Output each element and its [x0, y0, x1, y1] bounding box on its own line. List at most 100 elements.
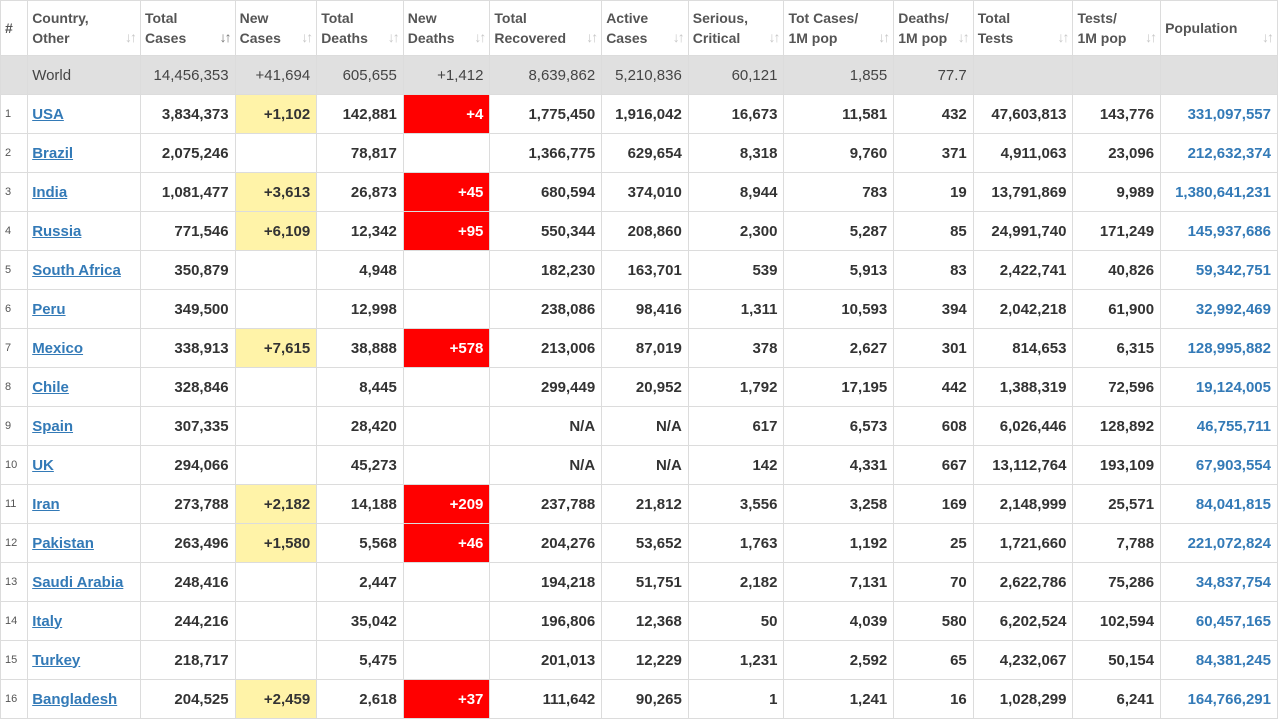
column-header-new-cases[interactable]: New Cases ↓↑: [234, 0, 318, 56]
sort-arrows-icon[interactable]: ↓↑: [878, 29, 890, 45]
cell-population: 145,937,686: [1160, 211, 1278, 251]
country-link[interactable]: Saudi Arabia: [32, 573, 124, 591]
sort-desc-active-icon[interactable]: ↓↑: [219, 29, 232, 45]
country-link[interactable]: UK: [32, 456, 54, 474]
rank-cell: 8: [0, 367, 29, 407]
rank-cell: 15: [0, 640, 29, 680]
sort-arrows-icon[interactable]: ↓↑: [586, 29, 598, 45]
column-header-total-recovered[interactable]: Total Recovered ↓↑: [489, 0, 603, 56]
country-link[interactable]: Turkey: [32, 651, 81, 669]
sort-arrows-icon[interactable]: ↓↑: [672, 29, 685, 45]
country-cell: Turkey: [27, 640, 141, 680]
sort-arrows-icon[interactable]: ↓↑: [387, 29, 400, 45]
cell-deaths-per-1m: 83: [893, 250, 974, 290]
sort-arrows-icon[interactable]: ↓↑: [1145, 29, 1157, 45]
table-row: 6 Peru 349,500 12,998 238,086 98,416 1,311 10,5…: [0, 289, 1278, 329]
country-link[interactable]: Brazil: [32, 144, 74, 162]
column-header-country[interactable]: Country, Other ↓↑: [27, 0, 141, 56]
cell-new-deaths: +46: [402, 523, 491, 563]
cell-total-recovered: 238,086: [489, 289, 603, 329]
cell-tests-per-1m: 9,989: [1072, 172, 1162, 212]
cell-total-recovered: 680,594: [489, 172, 603, 212]
column-header-label: New: [407, 10, 437, 26]
cell-serious: 1,311: [687, 289, 785, 329]
sort-arrows-icon[interactable]: ↓↑: [768, 29, 780, 45]
cell-active-cases: 374,010: [601, 172, 689, 212]
country-link[interactable]: Chile: [32, 378, 69, 396]
cell-new-cases: [234, 601, 318, 641]
cell-total-recovered: 550,344: [489, 211, 603, 251]
rank-cell: 12: [0, 523, 29, 563]
column-header-label: #: [5, 20, 13, 36]
column-header-total-tests[interactable]: Total Tests ↓↑: [972, 0, 1074, 56]
table-row: 2 Brazil 2,075,246 78,817 1,366,775 629,654 8,…: [0, 133, 1278, 173]
column-header-cases-per-1m[interactable]: Tot Cases/1M pop ↓↑: [783, 0, 895, 56]
cell-active-cases: 12,229: [601, 640, 689, 680]
country-cell: Brazil: [27, 133, 141, 173]
cell-active-cases: N/A: [601, 406, 689, 446]
country-link[interactable]: Iran: [32, 495, 60, 513]
country-link[interactable]: Bangladesh: [32, 690, 118, 708]
country-link[interactable]: USA: [32, 105, 64, 123]
sort-arrows-icon[interactable]: ↓↑: [474, 29, 486, 45]
column-header-label: 1M pop: [1077, 30, 1127, 46]
sort-arrows-icon[interactable]: ↓↑: [1057, 29, 1069, 45]
country-cell: Bangladesh: [27, 679, 141, 719]
cell-population: 19,124,005: [1160, 367, 1278, 407]
cell-total-tests: 1,388,319: [972, 367, 1074, 407]
cell-total-cases: 771,546: [139, 211, 236, 251]
cell-serious: 3,556: [687, 484, 785, 524]
cell-cases-per-1m: 9,760: [783, 133, 895, 173]
column-header-serious-critical[interactable]: Serious, Critical ↓↑: [687, 0, 785, 56]
cell-total-recovered: N/A: [489, 445, 603, 485]
table-body: World 14,456,353 +41,694 605,655 +1,412 8,639…: [0, 55, 1278, 719]
cell-active-cases: 1,916,042: [601, 94, 689, 134]
column-header-label: Serious,: [692, 10, 749, 26]
cell-new-cases: +1,580: [234, 523, 318, 563]
column-header-new-deaths[interactable]: New Deaths ↓↑: [402, 0, 491, 56]
cell-active-cases: 53,652: [601, 523, 689, 563]
country-link[interactable]: Mexico: [32, 339, 84, 357]
column-header-tests-per-1m[interactable]: Tests/1M pop ↓↑: [1072, 0, 1162, 56]
sort-arrows-icon[interactable]: ↓↑: [124, 29, 137, 45]
country-link[interactable]: South Africa: [32, 261, 121, 279]
rank-cell: 9: [0, 406, 29, 446]
country-link[interactable]: India: [32, 183, 68, 201]
column-header-deaths-per-1m[interactable]: Deaths/1M pop ↓↑: [893, 0, 974, 56]
cell-total-recovered: 111,642: [489, 679, 603, 719]
country-link[interactable]: Russia: [32, 222, 82, 240]
cell-cases-per-1m: 6,573: [783, 406, 895, 446]
cell-cases-per-1m: 10,593: [783, 289, 895, 329]
column-header-label: Other: [32, 30, 70, 46]
sort-arrows-icon[interactable]: ↓↑: [1262, 29, 1274, 45]
column-header-total-deaths[interactable]: Total Deaths ↓↑: [316, 0, 404, 56]
cell-total-tests: 13,112,764: [972, 445, 1074, 485]
cell-tests-per-1m: 128,892: [1072, 406, 1162, 446]
cell-new-cases: +1,102: [234, 94, 318, 134]
cell-total-cases: 273,788: [139, 484, 236, 524]
sort-arrows-icon[interactable]: ↓↑: [957, 29, 970, 45]
cell-serious: 1: [687, 679, 785, 719]
rank-cell: 6: [0, 289, 29, 329]
cell-new-cases: [234, 133, 318, 173]
column-header-label: Total: [144, 10, 178, 26]
country-link[interactable]: Italy: [32, 612, 63, 630]
cell-tests-per-1m: 61,900: [1072, 289, 1162, 329]
cell-total-recovered: 1,775,450: [489, 94, 603, 134]
country-cell: Pakistan: [27, 523, 141, 563]
column-header-population[interactable]: Population ↓↑: [1160, 0, 1278, 56]
country-link[interactable]: Pakistan: [32, 534, 94, 552]
cell-total-cases: 244,216: [139, 601, 236, 641]
country-link[interactable]: Spain: [32, 417, 74, 435]
country-link[interactable]: Peru: [32, 300, 66, 318]
column-header-active-cases[interactable]: Active Cases ↓↑: [601, 0, 689, 56]
cell-total-recovered: 204,276: [489, 523, 603, 563]
country-cell: Mexico: [27, 328, 141, 368]
cell-total-recovered: 194,218: [489, 562, 603, 602]
column-header-total-cases[interactable]: Total Cases ↓↑: [139, 0, 236, 56]
country-cell: Saudi Arabia: [27, 562, 141, 602]
cell-total-cases: 349,500: [139, 289, 236, 329]
cell-total-tests: 4,232,067: [972, 640, 1074, 680]
cell-total-tests: 2,422,741: [972, 250, 1074, 290]
sort-arrows-icon[interactable]: ↓↑: [301, 29, 313, 45]
